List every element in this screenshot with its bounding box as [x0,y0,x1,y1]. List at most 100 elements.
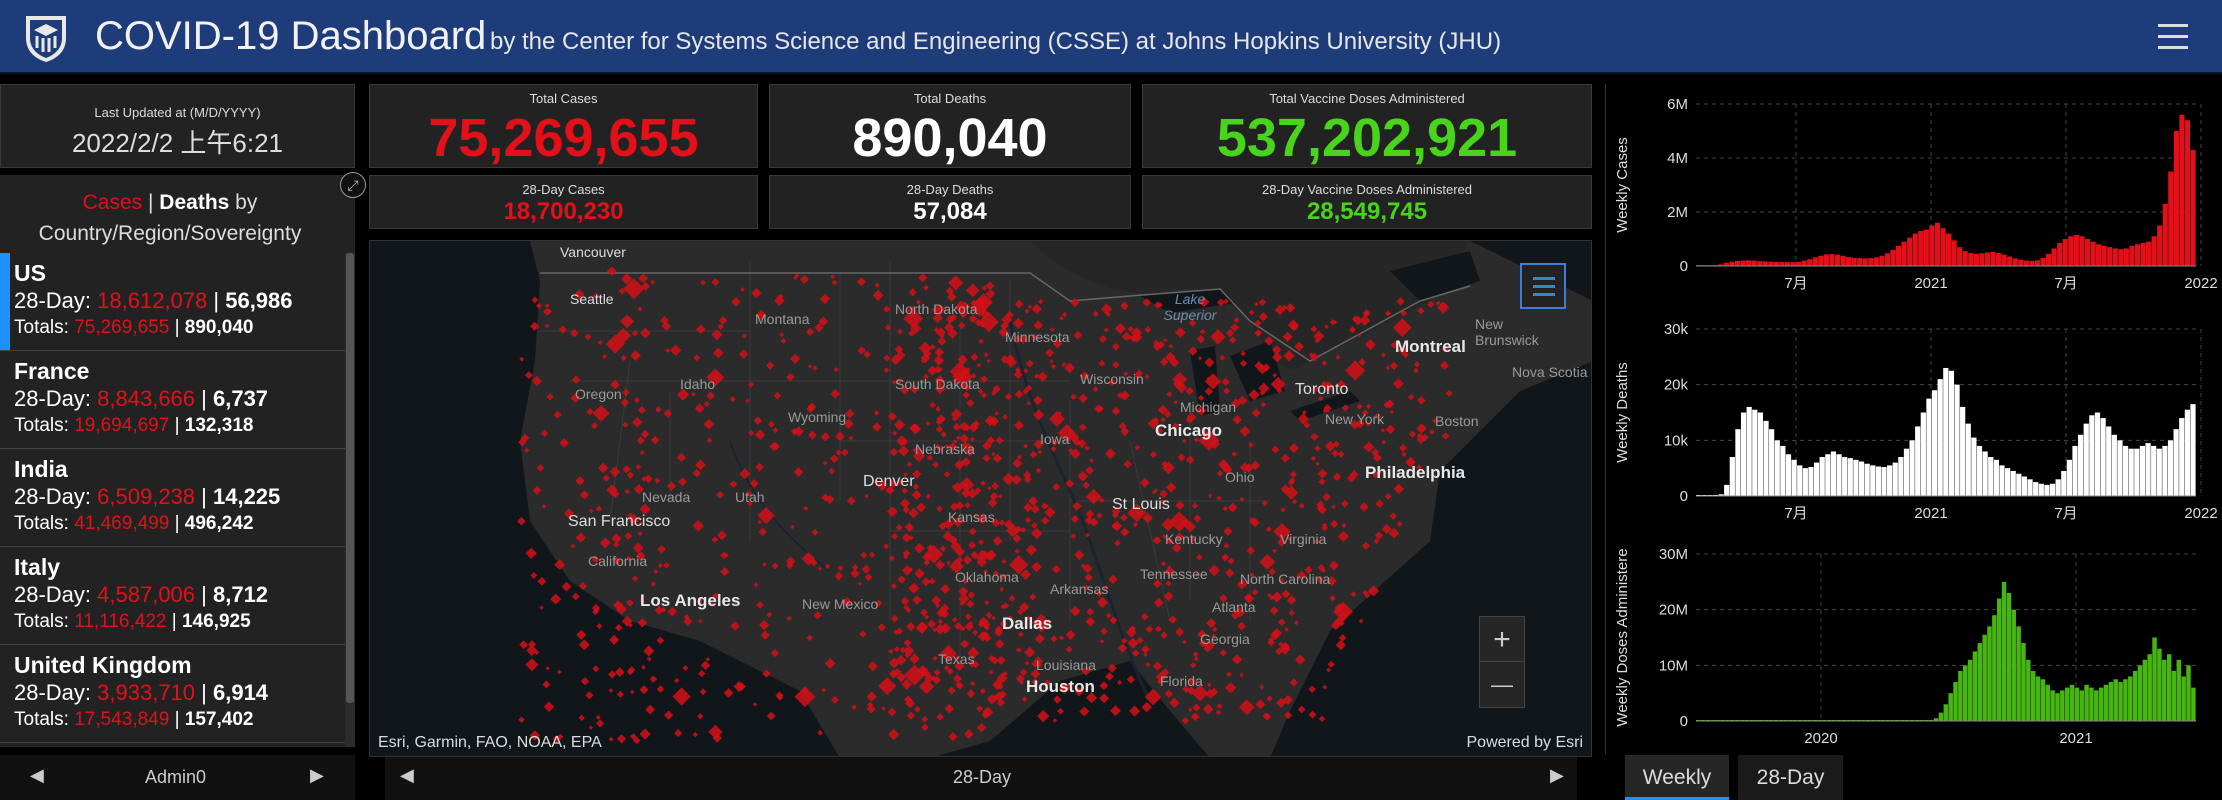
case-dot[interactable] [888,657,900,669]
case-dot[interactable] [1321,524,1328,532]
bar[interactable] [1796,261,1802,266]
bar[interactable] [1784,262,1791,266]
bar[interactable] [2146,241,2152,266]
case-dot[interactable] [972,629,979,636]
case-dot[interactable] [1238,699,1255,716]
case-dot[interactable] [938,619,944,625]
list-item[interactable]: France 28-Day: 8,843,666 | 6,737 Totals:… [0,351,345,449]
case-dot[interactable] [961,488,971,499]
case-dot[interactable] [952,423,961,431]
bar[interactable] [1992,615,1997,721]
case-dot[interactable] [1070,533,1077,540]
tab-weekly[interactable]: Weekly [1625,755,1729,800]
case-dot[interactable] [552,734,561,743]
case-dot[interactable] [985,281,995,291]
bar[interactable] [2060,690,2065,721]
case-dot[interactable] [1175,500,1185,511]
bar[interactable] [1918,230,1924,266]
bar[interactable] [1864,463,1870,496]
case-dot[interactable] [1322,684,1328,690]
case-dot[interactable] [1127,637,1139,649]
case-dot[interactable] [760,630,770,640]
case-dot[interactable] [892,430,898,436]
case-dot[interactable] [910,423,922,435]
case-dot[interactable] [956,435,961,441]
case-dot[interactable] [979,550,991,561]
case-dot[interactable] [1188,707,1193,713]
case-dot[interactable] [602,354,607,359]
case-dot[interactable] [550,593,562,605]
bar[interactable] [1898,457,1904,496]
case-dot[interactable] [1359,502,1369,512]
bar[interactable] [1940,228,1946,266]
case-dot[interactable] [1100,303,1113,315]
bar[interactable] [2066,459,2073,496]
case-dot[interactable] [846,496,856,506]
case-dot[interactable] [1326,667,1332,673]
bar[interactable] [1797,465,1803,496]
case-dot[interactable] [1001,314,1013,326]
case-dot[interactable] [1144,326,1152,334]
case-dot[interactable] [766,711,776,721]
case-dot[interactable] [914,568,925,579]
case-dot[interactable] [932,461,940,469]
case-dot[interactable] [1326,576,1337,587]
bar[interactable] [2044,484,2050,496]
bar[interactable] [2107,247,2113,266]
case-dot[interactable] [616,734,627,744]
case-dot[interactable] [908,582,920,594]
case-dot[interactable] [1377,470,1383,476]
bar[interactable] [1887,465,1893,496]
case-dot[interactable] [1168,343,1174,349]
case-dot[interactable] [1392,318,1412,338]
case-dot[interactable] [1195,554,1203,561]
case-dot[interactable] [969,436,975,442]
case-dot[interactable] [1041,516,1050,525]
case-dot[interactable] [1045,348,1055,358]
case-dot[interactable] [718,316,728,325]
bar[interactable] [1933,718,1939,721]
bar[interactable] [2156,448,2162,496]
case-dot[interactable] [1089,458,1094,463]
case-dot[interactable] [640,327,651,339]
case-dot[interactable] [965,283,980,298]
case-dot[interactable] [1258,298,1267,307]
case-dot[interactable] [884,324,892,331]
bar[interactable] [1875,466,1881,496]
case-dot[interactable] [978,539,985,546]
case-dot[interactable] [1065,629,1076,640]
case-dot[interactable] [1389,512,1397,520]
case-dot[interactable] [705,656,711,662]
case-dot[interactable] [1068,432,1080,443]
case-dot[interactable] [1310,325,1318,333]
case-dot[interactable] [1027,304,1033,310]
case-dot[interactable] [966,599,975,609]
case-dot[interactable] [624,532,633,540]
case-dot[interactable] [1358,358,1367,367]
case-dot[interactable] [900,498,911,509]
case-dot[interactable] [1120,514,1128,522]
case-dot[interactable] [1225,568,1235,578]
case-dot[interactable] [1260,401,1267,408]
case-dot[interactable] [987,486,992,491]
case-dot[interactable] [1268,568,1276,576]
bar[interactable] [2118,682,2123,721]
bar[interactable] [1971,437,1977,496]
bar[interactable] [1842,457,1848,496]
bar[interactable] [2026,659,2031,721]
case-dot[interactable] [544,323,550,329]
case-dot[interactable] [575,476,585,486]
case-dot[interactable] [716,490,724,499]
case-dot[interactable] [906,525,914,532]
case-dot[interactable] [1204,640,1215,652]
case-dot[interactable] [637,306,643,312]
case-dot[interactable] [974,487,982,495]
case-dot[interactable] [886,506,898,518]
case-dot[interactable] [848,435,854,441]
case-dot[interactable] [546,393,554,401]
bar[interactable] [2079,690,2084,721]
case-dot[interactable] [1285,302,1296,313]
heading-cases[interactable]: Cases [82,191,143,214]
case-dot[interactable] [850,568,860,579]
case-dot[interactable] [1123,460,1132,469]
